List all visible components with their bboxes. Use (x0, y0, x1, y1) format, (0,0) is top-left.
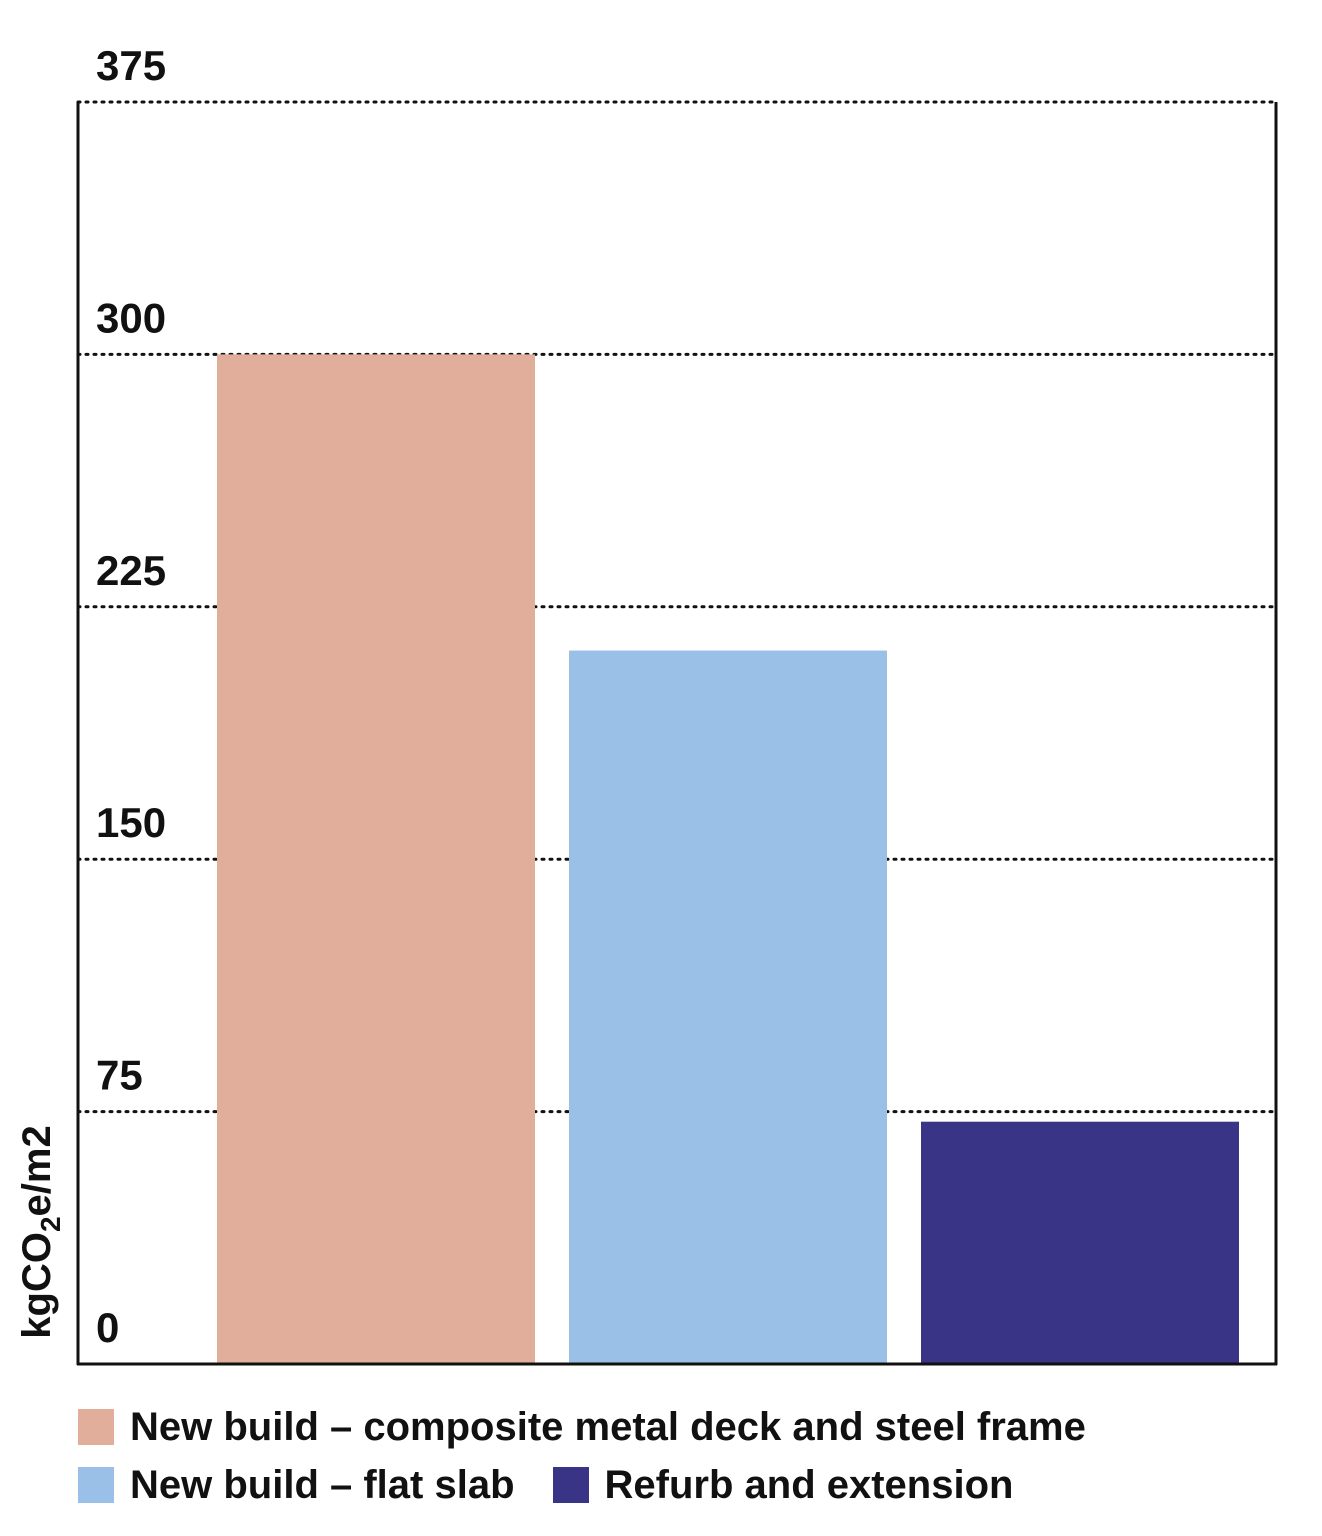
legend-label-composite: New build – composite metal deck and ste… (130, 1404, 1086, 1449)
bar-1 (217, 354, 535, 1364)
legend: New build – composite metal deck and ste… (78, 1398, 1308, 1514)
bar-chart: 0 75 150 225 300 375 kgCO2e/m2 (15, 42, 1278, 1366)
legend-item-composite: New build – composite metal deck and ste… (78, 1405, 1086, 1450)
legend-row-1: New build – composite metal deck and ste… (78, 1398, 1308, 1456)
tick-label-layer: 0 75 150 225 300 375 (96, 42, 166, 1351)
y-axis-label: kgCO2e/m2 (15, 1125, 66, 1338)
bar-layer (217, 354, 1239, 1364)
legend-item-refurb: Refurb and extension (552, 1462, 1014, 1508)
y-tick-label-75: 75 (96, 1052, 143, 1099)
y-tick-label-225: 225 (96, 547, 166, 594)
bar-3 (921, 1121, 1239, 1364)
y-tick-label-375: 375 (96, 42, 166, 89)
bar-2 (569, 650, 887, 1364)
legend-item-flat-slab: New build – flat slab (78, 1463, 515, 1508)
y-tick-label-0: 0 (96, 1304, 119, 1351)
legend-row-2: New build – flat slab Refurb and extensi… (78, 1456, 1308, 1514)
y-tick-label-300: 300 (96, 294, 166, 341)
legend-swatch-flat-slab (78, 1467, 114, 1503)
legend-label-flat-slab: New build – flat slab (130, 1462, 515, 1507)
y-tick-label-150: 150 (96, 799, 166, 846)
axis-layer (76, 102, 1278, 1366)
legend-swatch-composite (78, 1409, 114, 1445)
legend-swatch-refurb (552, 1467, 589, 1503)
legend-label-refurb: Refurb and extension (604, 1462, 1014, 1507)
